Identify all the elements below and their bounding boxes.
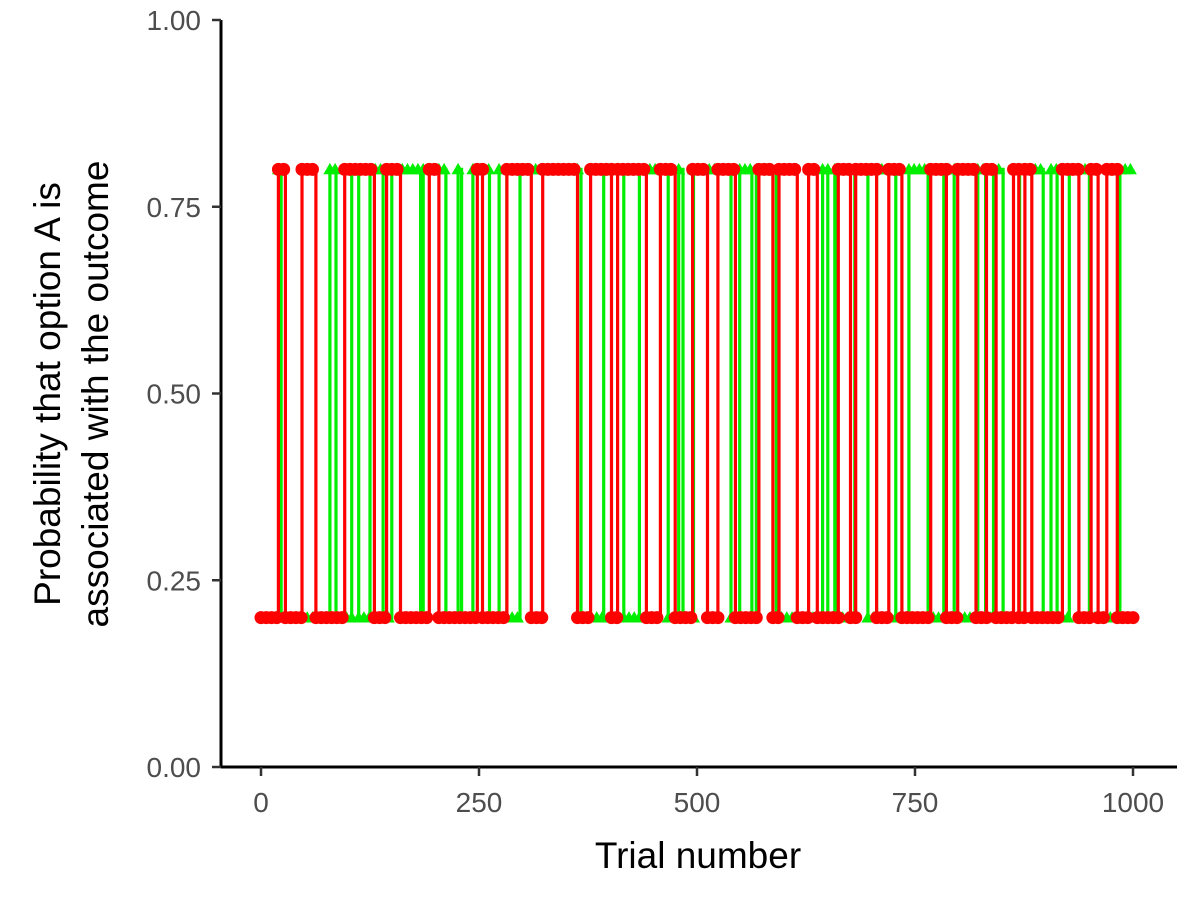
y-tick-label: 1.00 xyxy=(147,5,202,36)
axes xyxy=(221,20,1177,767)
plot-area xyxy=(255,163,1140,624)
y-tick-label: 0.75 xyxy=(147,192,202,223)
series-0-line xyxy=(278,169,1130,617)
series-1 xyxy=(255,163,1140,624)
x-tick-label: 1000 xyxy=(1102,787,1164,818)
y-tick-label: 0.25 xyxy=(147,565,202,596)
x-tick-label: 0 xyxy=(253,787,269,818)
x-tick-label: 750 xyxy=(892,787,939,818)
y-axis-title-line-2: associated with the outcome xyxy=(75,161,116,628)
x-axis-title: Trial number xyxy=(595,835,801,876)
y-axis-title-line-1: Probability that option A is xyxy=(27,182,68,606)
ticks: 0 250 500 750 1000 0.00 0.25 0.50 0.75 1.00 xyxy=(147,5,1165,818)
y-tick-label: 0.50 xyxy=(147,379,202,410)
x-tick-label: 250 xyxy=(456,787,503,818)
y-tick-label: 0.00 xyxy=(147,752,202,783)
x-tick-label: 500 xyxy=(674,787,721,818)
